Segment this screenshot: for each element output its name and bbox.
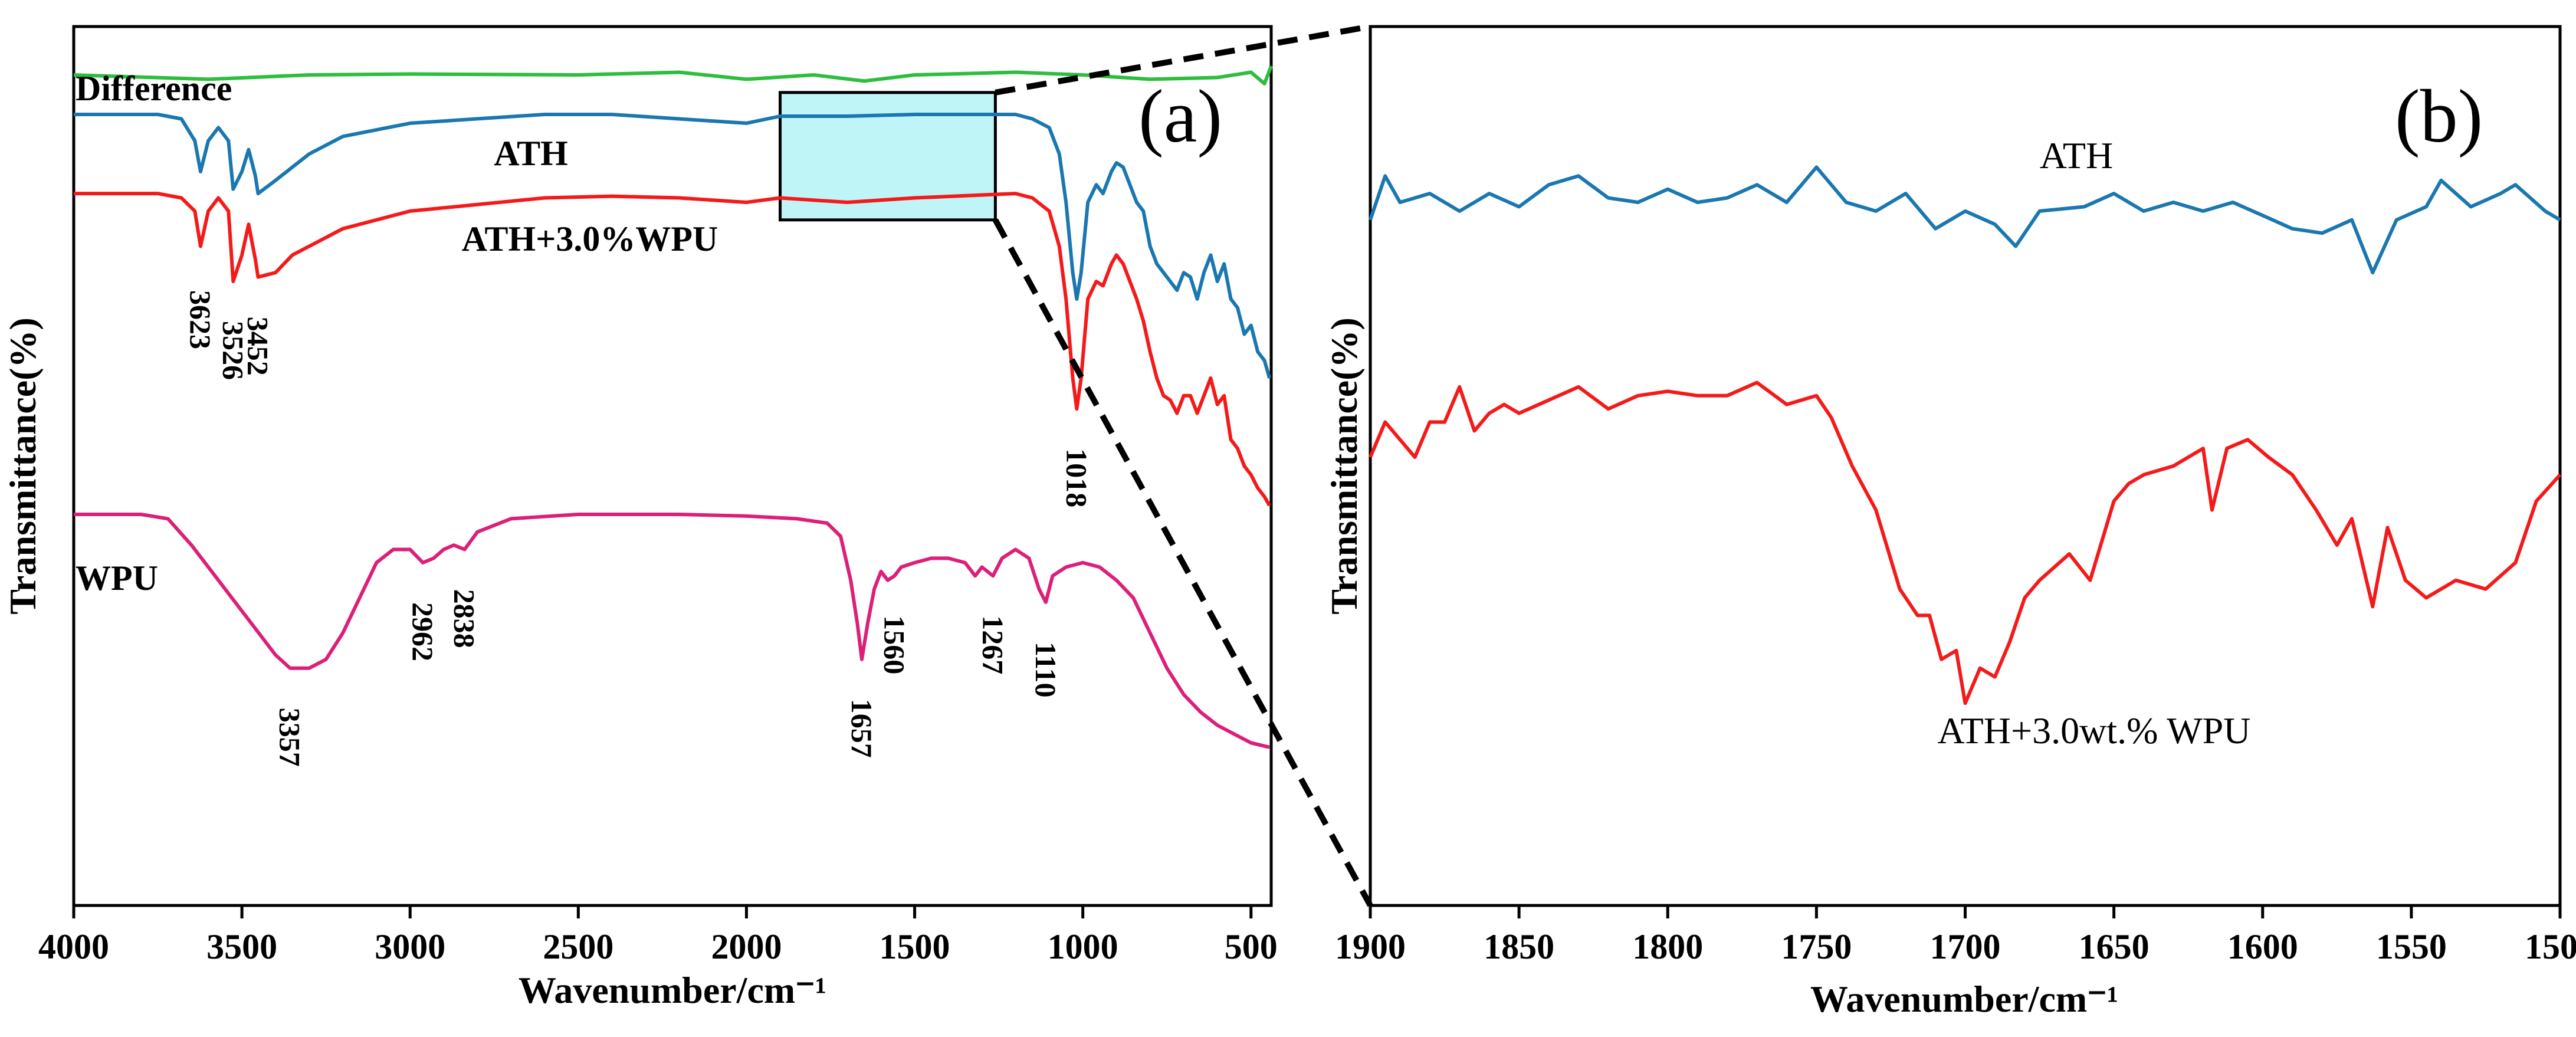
panel-b-x-tick-label-1500: 1500 bbox=[2525, 927, 2576, 966]
zoom-connector-bottom bbox=[993, 218, 1373, 907]
peak-label-1267: 1267 bbox=[976, 615, 1009, 674]
panel-a-series-label-wpu: WPU bbox=[76, 559, 158, 598]
panel-a-series-label-difference: Difference bbox=[76, 69, 232, 108]
panel-b: 1900 1850 1800 1750 1700 1650 1600 1550 1500 ATH… bbox=[1323, 25, 2576, 1020]
panel-b-label: (b) bbox=[2395, 74, 2483, 158]
panel-a-curves bbox=[73, 65, 1273, 749]
peak-label-2962: 2962 bbox=[406, 602, 439, 661]
panel-a-label: (a) bbox=[1138, 74, 1222, 158]
panel-a-series-difference bbox=[73, 65, 1273, 86]
panel-a-x-tick-label-500: 500 bbox=[1225, 927, 1278, 966]
peak-label-3452: 3452 bbox=[242, 317, 275, 376]
panel-b-x-tick-label-1700: 1700 bbox=[1930, 927, 2001, 966]
panel-b-y-axis-label: Transmittance(%) bbox=[1323, 317, 1365, 615]
peak-label-1560: 1560 bbox=[878, 615, 911, 674]
panel-b-x-tick-label-1750: 1750 bbox=[1781, 927, 1852, 966]
panel-a-y-axis-label: Transmittance(%) bbox=[2, 317, 44, 615]
panel-a-x-tick-label-2500: 2500 bbox=[543, 927, 613, 966]
panel-a-x-tick-label-1500: 1500 bbox=[880, 927, 950, 966]
panel-b-series-ath-3-0wt-wpu bbox=[1369, 380, 2562, 705]
panel-a-series-label-ath-3-0-wpu: ATH+3.0%WPU bbox=[462, 219, 718, 258]
panel-b-series-label-ath: ATH bbox=[2040, 134, 2113, 176]
panel-a-x-tick-label-1000: 1000 bbox=[1048, 927, 1118, 966]
panel-b-x-tick-label-1550: 1550 bbox=[2376, 927, 2447, 966]
panel-a-x-tick-label-2000: 2000 bbox=[711, 927, 782, 966]
panel-a-series-ath-3-0-wpu bbox=[74, 192, 1271, 507]
panel-a-x-tick-label-3500: 3500 bbox=[206, 927, 277, 966]
peak-label-3526: 3526 bbox=[216, 321, 250, 380]
peak-label-1657: 1657 bbox=[845, 699, 878, 758]
panel-b-x-tick-label-1600: 1600 bbox=[2227, 927, 2298, 966]
peak-label-1018: 1018 bbox=[1060, 448, 1093, 507]
panel-a-x-tick-label-4000: 4000 bbox=[38, 927, 109, 966]
peak-label-2838: 2838 bbox=[448, 589, 481, 648]
panel-b-series-ath bbox=[1369, 165, 2561, 275]
panel-a-frame bbox=[72, 25, 1273, 907]
panel-b-x-tick-label-1850: 1850 bbox=[1484, 927, 1554, 966]
panel-a: 4000 3500 3000 2500 2000 1500 1000 500 Differen… bbox=[2, 25, 1278, 1011]
peak-label-3623: 3623 bbox=[184, 290, 217, 349]
panel-a-series-ath bbox=[74, 113, 1271, 379]
panel-b-x-axis-label: Wavenumber/cm⁻¹ bbox=[1810, 978, 2118, 1020]
panel-a-x-tick-label-3000: 3000 bbox=[375, 927, 445, 966]
panel-b-series-label-ath-3-0wt-wpu: ATH+3.0wt.% WPU bbox=[1938, 710, 2251, 752]
panel-b-curves bbox=[1369, 165, 2562, 705]
panel-b-x-tick-label-1900: 1900 bbox=[1335, 927, 1406, 966]
panel-a-series-wpu bbox=[74, 513, 1270, 749]
panel-b-x-tick-label-1650: 1650 bbox=[2079, 927, 2150, 966]
panel-b-x-ticks: 1900 1850 1800 1750 1700 1650 1600 1550 1500 bbox=[1335, 905, 2576, 966]
panel-b-x-tick-label-1800: 1800 bbox=[1632, 927, 1703, 966]
panel-a-series-label-ath: ATH bbox=[494, 134, 568, 173]
panel-a-x-axis-label: Wavenumber/cm⁻¹ bbox=[519, 969, 826, 1011]
panel-b-frame bbox=[1369, 25, 2562, 907]
panel-b-labels: ATH ATH+3.0wt.% WPU bbox=[1938, 134, 2251, 752]
peak-label-1110: 1110 bbox=[1029, 642, 1062, 697]
peak-label-3357: 3357 bbox=[274, 708, 307, 767]
panel-a-x-ticks: 4000 3500 3000 2500 2000 1500 1000 500 bbox=[38, 905, 1278, 966]
